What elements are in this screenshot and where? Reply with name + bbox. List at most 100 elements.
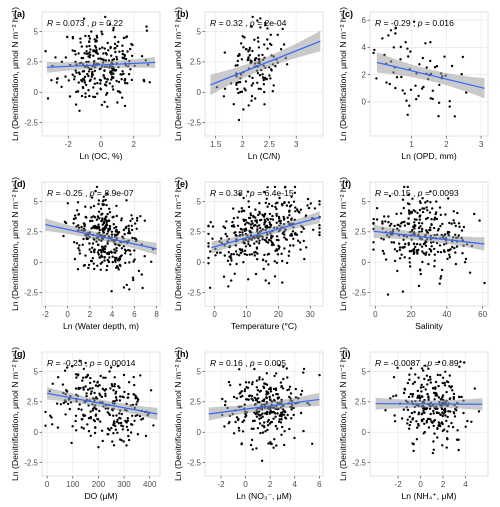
data-point bbox=[309, 202, 312, 205]
data-point bbox=[462, 225, 466, 229]
data-point bbox=[114, 230, 118, 233]
data-point bbox=[257, 46, 261, 49]
data-point bbox=[406, 185, 409, 189]
data-point bbox=[125, 36, 128, 39]
regression-line bbox=[210, 40, 321, 86]
x-tick-label: 0 bbox=[99, 140, 104, 149]
data-point bbox=[270, 420, 274, 424]
x-tick-label: -2 bbox=[42, 310, 50, 319]
y-axis-label: Ln (Denitrification, μmol N m⁻² h⁻¹) bbox=[10, 177, 20, 311]
data-point bbox=[127, 231, 130, 235]
data-point bbox=[112, 26, 115, 30]
data-point bbox=[113, 42, 117, 46]
data-point bbox=[123, 54, 127, 58]
data-point bbox=[318, 203, 321, 206]
x-axis-label: DO (μM) bbox=[84, 491, 117, 501]
data-point bbox=[313, 207, 317, 210]
data-point bbox=[281, 411, 284, 414]
data-point bbox=[85, 237, 88, 240]
data-point bbox=[261, 415, 264, 418]
data-point bbox=[258, 219, 262, 222]
data-point bbox=[110, 290, 113, 293]
data-point bbox=[439, 424, 442, 428]
panel-f: (f) R = -0.15 , p = 0.0093 0 20 40 60 -2.5 0 2.5… bbox=[338, 177, 489, 331]
data-point bbox=[250, 95, 254, 98]
data-point bbox=[419, 214, 422, 217]
data-point bbox=[423, 422, 426, 425]
data-point bbox=[275, 235, 279, 238]
data-point bbox=[395, 250, 399, 253]
data-point bbox=[99, 374, 102, 378]
x-axis-label: Ln (C/N) bbox=[248, 151, 281, 161]
data-point bbox=[118, 412, 121, 415]
data-point bbox=[439, 275, 443, 278]
data-point bbox=[227, 422, 230, 425]
data-point bbox=[461, 252, 464, 255]
data-point bbox=[248, 46, 252, 50]
data-point bbox=[454, 233, 457, 236]
data-point bbox=[266, 420, 269, 423]
data-point bbox=[234, 233, 237, 237]
data-point bbox=[60, 85, 63, 89]
data-point bbox=[97, 446, 100, 449]
data-point bbox=[85, 392, 88, 395]
data-point bbox=[226, 259, 230, 262]
data-point bbox=[393, 224, 396, 228]
data-point bbox=[441, 411, 444, 414]
data-point bbox=[91, 387, 94, 390]
data-point bbox=[381, 220, 384, 223]
data-point bbox=[96, 251, 100, 254]
data-point bbox=[278, 245, 281, 249]
data-point bbox=[110, 383, 114, 386]
data-point bbox=[76, 201, 80, 204]
data-point bbox=[122, 440, 125, 443]
data-point bbox=[84, 215, 87, 219]
data-point bbox=[436, 436, 439, 439]
data-point bbox=[416, 396, 419, 399]
y-axis-label: Ln (Denitrification, μmol N m⁻² h⁻¹) bbox=[338, 347, 348, 481]
data-point bbox=[94, 407, 97, 410]
data-point bbox=[253, 396, 256, 399]
data-point bbox=[214, 254, 217, 257]
data-point bbox=[237, 426, 241, 430]
data-point bbox=[402, 206, 405, 210]
data-point bbox=[64, 221, 68, 225]
x-tick-label: 0 bbox=[418, 480, 423, 489]
data-point bbox=[443, 381, 446, 385]
data-point bbox=[264, 430, 267, 433]
data-point bbox=[99, 82, 102, 85]
data-point bbox=[98, 217, 101, 220]
x-tick-label: 0 bbox=[243, 480, 248, 489]
data-point bbox=[473, 212, 476, 216]
data-point bbox=[249, 214, 253, 217]
data-point bbox=[247, 278, 250, 281]
data-point bbox=[89, 392, 93, 395]
data-point bbox=[117, 268, 121, 271]
x-tick-label: 0 bbox=[65, 310, 70, 319]
data-point bbox=[235, 262, 238, 266]
data-point bbox=[56, 376, 60, 379]
data-point bbox=[384, 409, 387, 412]
data-point bbox=[399, 45, 402, 49]
data-point bbox=[443, 250, 446, 253]
data-point bbox=[398, 248, 402, 252]
data-point bbox=[265, 383, 269, 386]
data-point bbox=[112, 223, 116, 226]
data-point bbox=[68, 95, 72, 98]
data-point bbox=[243, 229, 246, 233]
data-point bbox=[251, 381, 254, 384]
data-point bbox=[275, 207, 278, 211]
data-point bbox=[122, 72, 125, 76]
data-point bbox=[448, 397, 452, 400]
data-point bbox=[91, 242, 95, 245]
data-point bbox=[403, 256, 406, 259]
data-point bbox=[113, 248, 116, 251]
data-point bbox=[94, 50, 98, 54]
y-tick-label: 0 bbox=[34, 428, 39, 437]
y-tick-label: -2.5 bbox=[24, 288, 38, 297]
data-point bbox=[103, 77, 107, 80]
data-point bbox=[78, 244, 81, 247]
data-point bbox=[82, 386, 85, 389]
data-point bbox=[412, 20, 416, 23]
data-point bbox=[105, 84, 108, 87]
